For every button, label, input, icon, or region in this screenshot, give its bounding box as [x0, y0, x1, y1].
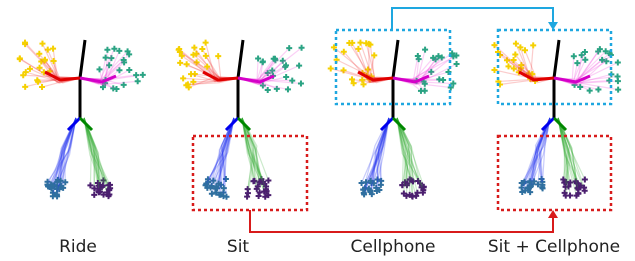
marker — [582, 177, 588, 183]
marker — [491, 67, 497, 73]
marker — [256, 193, 262, 199]
marker — [39, 84, 45, 90]
marker — [615, 73, 621, 79]
marker — [283, 74, 289, 80]
arrow-head — [548, 22, 558, 30]
marker — [209, 191, 215, 197]
marker — [296, 63, 302, 69]
marker — [97, 66, 103, 72]
arrow — [250, 210, 553, 232]
pose-label: Sit + Cellphone — [488, 237, 620, 257]
marker — [203, 40, 209, 46]
marker — [114, 86, 120, 92]
marker — [215, 53, 221, 59]
marker — [298, 80, 304, 86]
marker — [595, 87, 601, 93]
marker — [245, 190, 251, 196]
marker — [513, 41, 519, 47]
marker — [615, 59, 621, 65]
marker — [285, 86, 291, 92]
marker — [177, 60, 183, 66]
arrow — [392, 8, 553, 30]
marker — [133, 72, 139, 78]
marker — [104, 47, 110, 53]
marker — [103, 55, 109, 61]
limb — [53, 49, 80, 78]
marker — [357, 40, 363, 46]
marker — [615, 87, 621, 93]
mean-limb — [358, 72, 393, 80]
marker — [126, 67, 132, 73]
marker — [328, 65, 334, 71]
marker — [530, 42, 536, 48]
highlight-box — [498, 136, 611, 210]
marker — [50, 46, 56, 52]
marker — [39, 41, 45, 47]
marker — [422, 47, 428, 53]
marker — [188, 71, 194, 77]
marker — [454, 61, 460, 67]
marker — [180, 75, 186, 81]
marker — [582, 49, 588, 55]
figure: Ride Sit Cellphone Sit + Cellphone — [0, 0, 635, 261]
marker — [436, 76, 442, 82]
marker — [265, 177, 271, 183]
marker — [505, 63, 511, 69]
pose-label: Sit — [227, 237, 250, 257]
pose-label: Cellphone — [351, 237, 436, 257]
pose-label: Ride — [59, 237, 97, 257]
marker — [140, 72, 146, 78]
marker — [22, 84, 28, 90]
poses — [17, 40, 621, 200]
marker — [571, 53, 577, 59]
marker — [135, 78, 141, 84]
mean-limb — [519, 72, 554, 80]
marker — [199, 46, 205, 52]
